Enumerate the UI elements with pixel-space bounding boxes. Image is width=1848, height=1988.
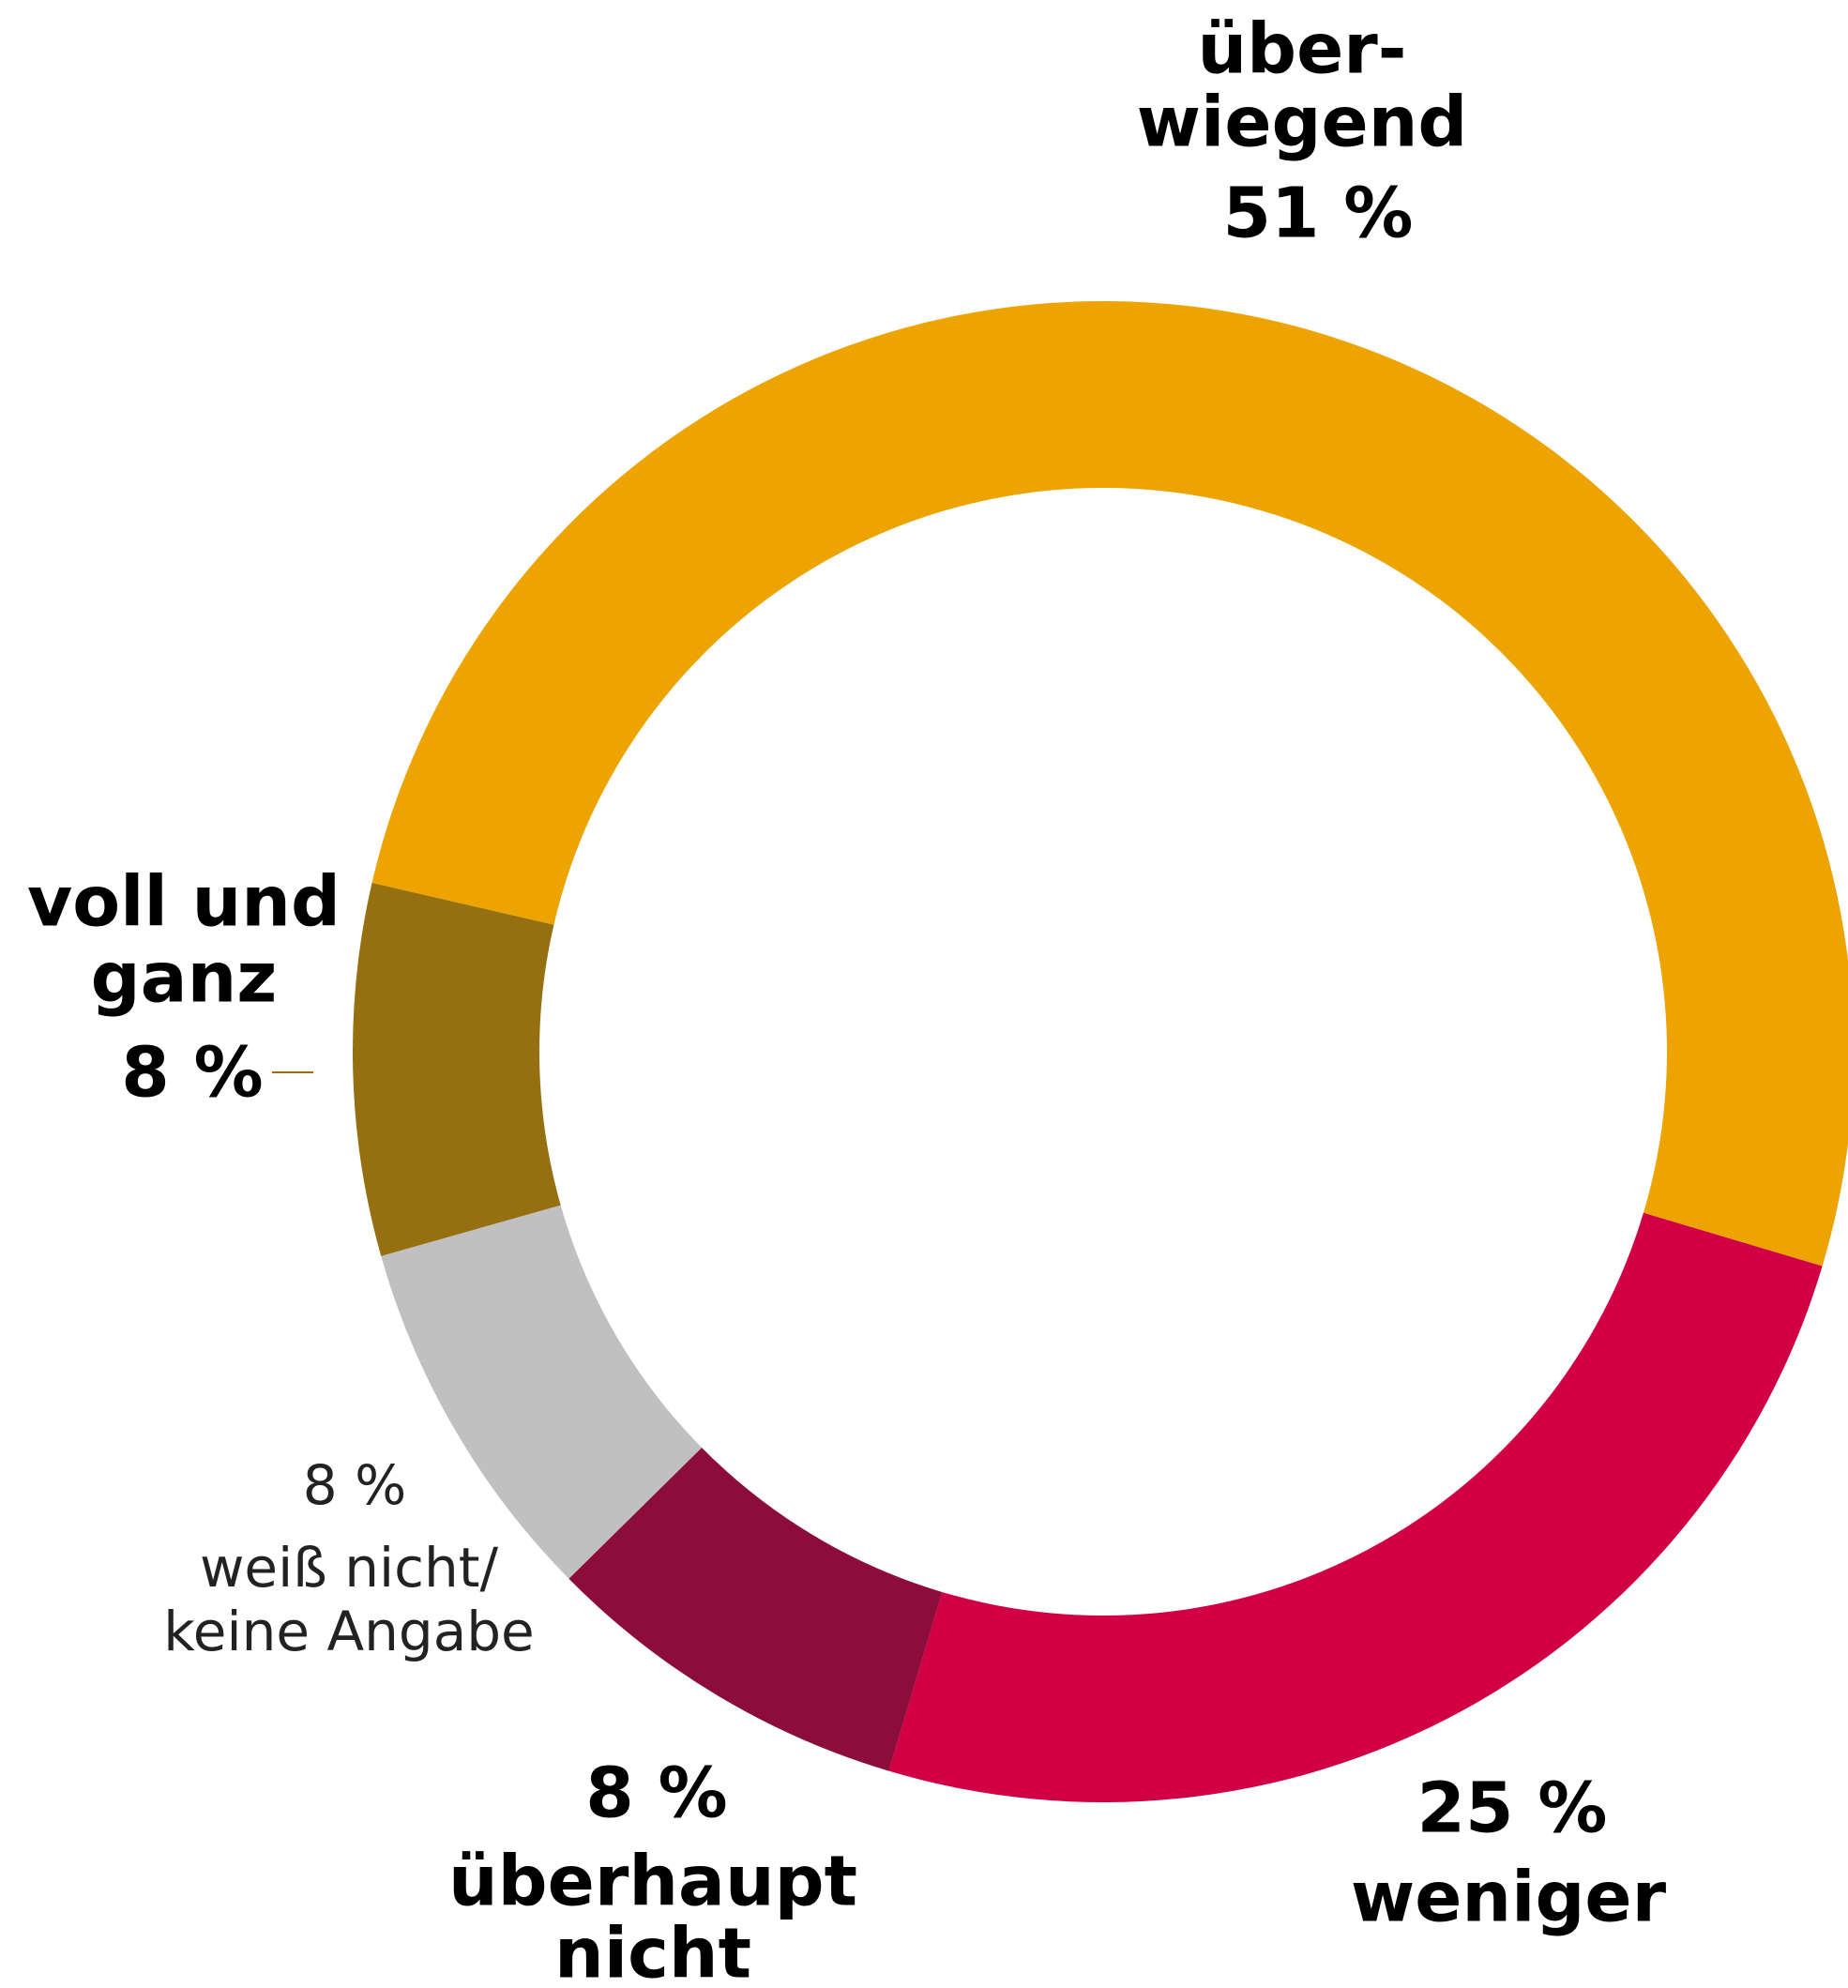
- category-label: wiegend: [1137, 83, 1468, 163]
- category-label: über-: [1197, 9, 1406, 90]
- category-label: nicht: [554, 1914, 751, 1988]
- category-label: voll und: [27, 862, 341, 943]
- category-label: überhaupt: [448, 1842, 857, 1922]
- value-label: 51 %: [1223, 174, 1414, 254]
- category-label: weniger: [1351, 1858, 1667, 1938]
- donut-slice: [568, 1447, 943, 1771]
- category-label: ganz: [91, 938, 278, 1019]
- category-label: keine Angabe: [163, 1600, 535, 1663]
- value-label: 8 %: [303, 1453, 406, 1517]
- category-label: weiß nicht/: [200, 1536, 498, 1600]
- donut-slice: [888, 1212, 1823, 1802]
- donut-slice: [353, 883, 561, 1256]
- value-label: 8 %: [585, 1753, 727, 1834]
- value-label: 8 %: [121, 1033, 263, 1114]
- donut-slice: [381, 1205, 703, 1579]
- value-label: 25 %: [1417, 1768, 1608, 1849]
- donut-slice: [371, 301, 1848, 1267]
